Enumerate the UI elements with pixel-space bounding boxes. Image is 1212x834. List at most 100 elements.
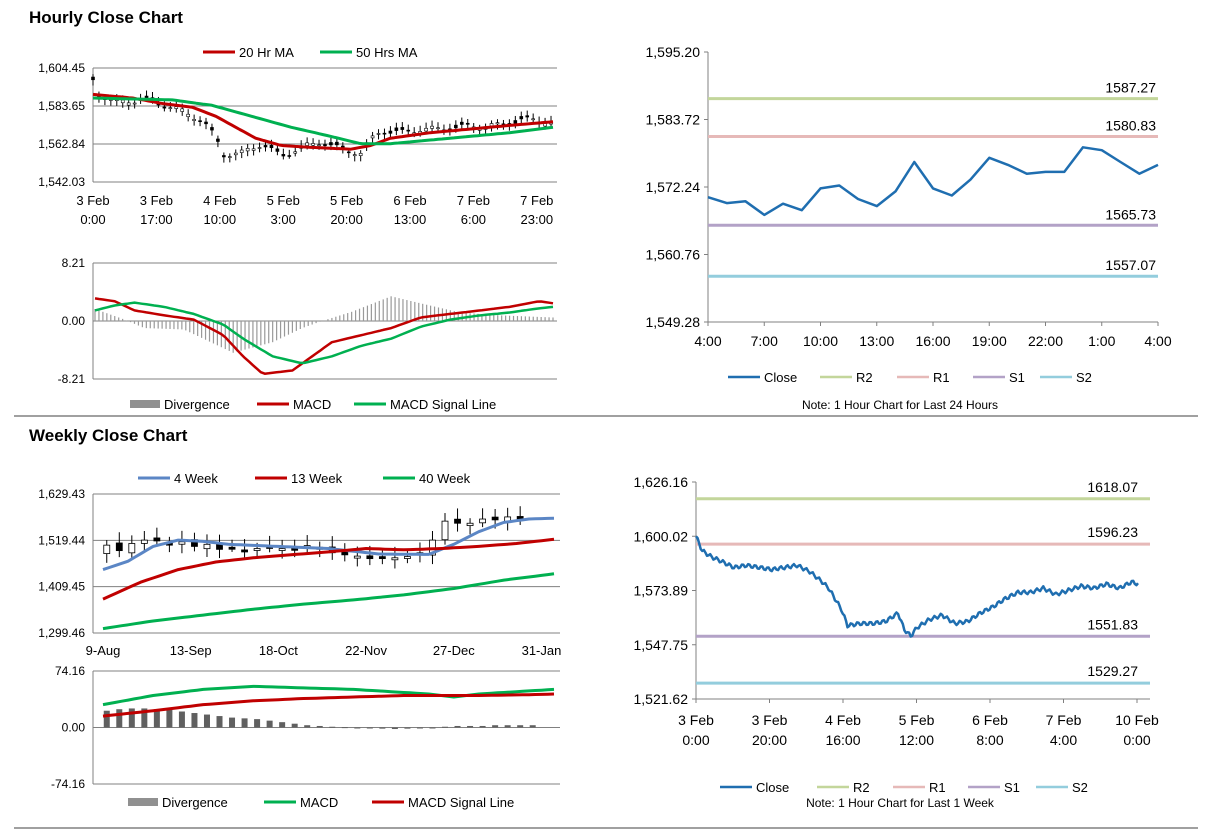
- hourly-candle-body: [174, 106, 179, 109]
- legend-hourly-divergence-label: Divergence: [164, 397, 230, 412]
- hourly-candle-body: [531, 118, 535, 121]
- close1w-xtick-date: 5 Feb: [899, 712, 935, 728]
- weekly-divergence-bar: [492, 725, 499, 728]
- close24-ytick: 1,572.24: [646, 179, 701, 195]
- close1w-xtick-time: 4:00: [1050, 732, 1077, 748]
- hourly-50hr-ma-line: [92, 96, 554, 146]
- weekly-price-xtick: 27-Dec: [433, 643, 475, 658]
- close1w-close-line: [695, 535, 1139, 638]
- legend-13week-label: 13 Week: [291, 471, 343, 486]
- weekly-candle-body: [441, 520, 449, 541]
- hourly-candle-body: [388, 130, 393, 134]
- weekly-divergence-bar: [191, 713, 198, 728]
- legend-hourly-macd-signal-label: MACD Signal Line: [390, 397, 496, 412]
- weekly-divergence-bar: [266, 720, 273, 728]
- weekly-macd-ytick: -74.16: [51, 777, 85, 791]
- weekly-divergence-bar: [454, 725, 461, 728]
- weekly-divergence-bar: [241, 718, 248, 728]
- weekly-divergence-bar: [341, 727, 348, 729]
- hourly-candle-body: [424, 127, 428, 132]
- close1w-xtick-date: 10 Feb: [1115, 712, 1159, 728]
- close1w-level-label-r1: 1596.23: [1087, 524, 1138, 540]
- legend-weekly-divergence-swatch: [128, 798, 158, 806]
- weekly-divergence-bar: [517, 725, 524, 728]
- weekly-divergence-bar: [366, 727, 373, 729]
- weekly-divergence-bar: [429, 727, 436, 729]
- hourly-price-xtick-date: 5 Feb: [330, 193, 363, 208]
- close1w-xtick-time: 16:00: [825, 732, 860, 748]
- weekly-price-xtick: 13-Sep: [170, 643, 212, 658]
- weekly-price-xtick: 9-Aug: [86, 643, 121, 658]
- hourly-candle-body: [519, 116, 524, 120]
- hourly-candle-body: [257, 147, 262, 149]
- weekly-price-xtick: 31-Jan: [522, 643, 562, 658]
- weekly-divergence-bar: [178, 711, 185, 728]
- close24-xtick: 1:00: [1088, 333, 1115, 349]
- hourly-candle-body: [251, 148, 256, 151]
- hourly-macd-line: [94, 297, 554, 375]
- hourly-price-xtick-time: 17:00: [140, 212, 173, 227]
- hourly-candle-body: [430, 125, 434, 129]
- close1w-level-label-s1: 1551.83: [1087, 616, 1138, 632]
- close24-ytick: 1,583.72: [646, 112, 701, 128]
- close1w-xtick-time: 20:00: [752, 732, 787, 748]
- weekly-divergence-bar: [467, 725, 474, 728]
- hourly-candle-body: [239, 149, 244, 153]
- close1w-xtick-date: 3 Feb: [678, 712, 714, 728]
- weekly-13week-line: [102, 537, 555, 601]
- legend-close24-close-label: Close: [764, 370, 797, 385]
- hourly-price-xtick-date: 3 Feb: [140, 193, 173, 208]
- weekly-price-xtick: 22-Nov: [345, 643, 387, 658]
- legend-4week-label: 4 Week: [174, 471, 218, 486]
- hourly-candle-body: [192, 119, 196, 121]
- weekly-candle-body: [278, 548, 286, 551]
- hourly-candle-body: [323, 144, 327, 147]
- weekly-candle-body: [128, 543, 136, 554]
- legend-close24-s1-label: S1: [1009, 370, 1025, 385]
- weekly-divergence-bar: [354, 727, 361, 729]
- close24-note: Note: 1 Hour Chart for Last 24 Hours: [802, 398, 998, 412]
- hourly-price-xtick-date: 6 Feb: [393, 193, 426, 208]
- hourly-macd-ytick: 8.21: [62, 256, 86, 270]
- close1w-xtick-time: 0:00: [682, 732, 709, 748]
- hourly-candle-body: [126, 102, 131, 106]
- close24-ytick: 1,560.76: [646, 247, 701, 263]
- legend-hourly-divergence-swatch: [130, 400, 160, 408]
- weekly-divergence-bar: [404, 727, 411, 729]
- weekly-divergence-bar: [254, 719, 261, 728]
- weekly-divergence-bar: [128, 708, 135, 728]
- legend-close1w-close-label: Close: [756, 780, 789, 795]
- close1w-ytick: 1,521.62: [634, 691, 689, 707]
- weekly-divergence-bar: [529, 725, 536, 728]
- close24-ytick: 1,549.28: [646, 314, 701, 330]
- hourly-candle-body: [120, 99, 125, 104]
- close24-xtick: 16:00: [915, 333, 950, 349]
- hourly-candle-body: [287, 155, 292, 157]
- weekly-candle-body: [366, 555, 374, 560]
- hourly-candle-body: [162, 106, 167, 109]
- hourly-price-xtick-date: 4 Feb: [203, 193, 236, 208]
- hourly-macd-signal-line: [94, 301, 554, 365]
- weekly-candle-body: [454, 518, 461, 524]
- weekly-divergence-bar: [442, 726, 449, 728]
- weekly-divergence-bar: [504, 725, 511, 728]
- hourly-candle-body: [245, 148, 250, 152]
- hourly-candle-body: [228, 156, 232, 158]
- close1w-level-label-r2: 1618.07: [1087, 479, 1138, 495]
- weekly-divergence-bar: [304, 725, 311, 728]
- hourly-price-xtick-time: 10:00: [204, 212, 237, 227]
- close24-level-label-s2: 1557.07: [1105, 257, 1156, 273]
- hourly-price-ytick: 1,542.03: [38, 175, 85, 189]
- weekly-price-ytick: 1,519.44: [38, 533, 85, 547]
- legend-50hrs-ma-label: 50 Hrs MA: [356, 45, 418, 60]
- weekly-candle-body: [479, 518, 486, 524]
- weekly-candle-body: [228, 546, 236, 550]
- weekly-macd-ytick: 0.00: [62, 721, 86, 735]
- weekly-price-xtick: 18-Oct: [259, 643, 298, 658]
- hourly-price-ytick: 1,583.65: [38, 99, 85, 113]
- legend-weekly-macd-label: MACD: [300, 795, 338, 810]
- hourly-price-xtick-time: 6:00: [461, 212, 486, 227]
- weekly-divergence-bar: [203, 714, 210, 728]
- close1w-xtick-date: 4 Feb: [825, 712, 861, 728]
